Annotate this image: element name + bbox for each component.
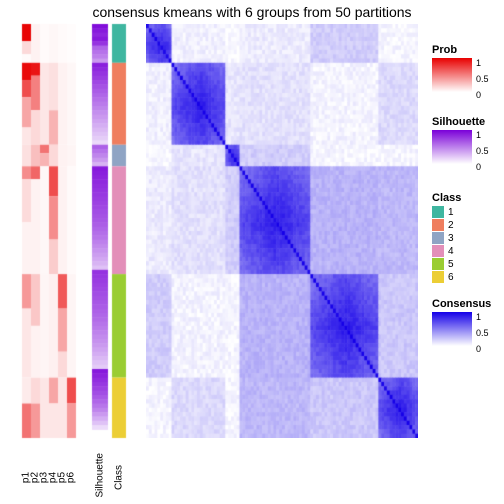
lg-sil-tick: 1 — [476, 130, 481, 140]
legend-class-item: 1 — [432, 206, 461, 218]
xlabel-p6: p6 — [66, 458, 77, 498]
legend-class-label: 6 — [448, 272, 454, 283]
legend-class-item: 6 — [432, 271, 461, 283]
consensus-heatmap — [146, 24, 418, 438]
legend-class-swatch — [432, 258, 444, 270]
lg-cons-tick: 1 — [476, 312, 481, 322]
lg-prob-tick: 1 — [476, 58, 481, 68]
legend-class-item: 2 — [432, 219, 461, 231]
legend-class-swatch — [432, 271, 444, 283]
legend-class-title: Class — [432, 192, 461, 204]
legend-consensus-title: Consensus — [432, 298, 491, 310]
legend-consensus: Consensus 10.50 — [432, 298, 491, 346]
legend-class-item: 4 — [432, 245, 461, 257]
xlabel-class: Class — [114, 458, 125, 498]
legend-class-label: 3 — [448, 233, 454, 244]
xlabel-silhouette: Silhouette — [95, 458, 106, 498]
lg-sil-tick: 0.5 — [476, 146, 489, 156]
legend-class-swatch — [432, 219, 444, 231]
lg-cons-tick: 0 — [476, 344, 481, 354]
legend-prob-gradient: 10.50 — [432, 58, 472, 92]
legend-class-swatch — [432, 232, 444, 244]
legend-class-item: 5 — [432, 258, 461, 270]
legend-class-label: 4 — [448, 246, 454, 257]
legend-consensus-gradient: 10.50 — [432, 312, 472, 346]
lg-prob-tick: 0.5 — [476, 74, 489, 84]
legend-class-label: 5 — [448, 259, 454, 270]
legend-prob: Prob 10.50 — [432, 44, 472, 92]
lg-prob-tick: 0 — [476, 90, 481, 100]
lg-sil-tick: 0 — [476, 162, 481, 172]
lg-cons-tick: 0.5 — [476, 328, 489, 338]
legend-silhouette-gradient: 10.50 — [432, 130, 472, 164]
legend-class-items: 1 2 3 4 5 6 — [432, 206, 461, 283]
annotation-heatmap — [0, 0, 146, 504]
legend-class-item: 3 — [432, 232, 461, 244]
legend-class-swatch — [432, 206, 444, 218]
legend-silhouette-title: Silhouette — [432, 116, 485, 128]
legend-class-label: 1 — [448, 207, 454, 218]
legend-class: Class 1 2 3 4 5 6 — [432, 192, 461, 284]
legend-class-swatch — [432, 245, 444, 257]
legend-silhouette: Silhouette 10.50 — [432, 116, 485, 164]
legend-prob-title: Prob — [432, 44, 472, 56]
legend-class-label: 2 — [448, 220, 454, 231]
